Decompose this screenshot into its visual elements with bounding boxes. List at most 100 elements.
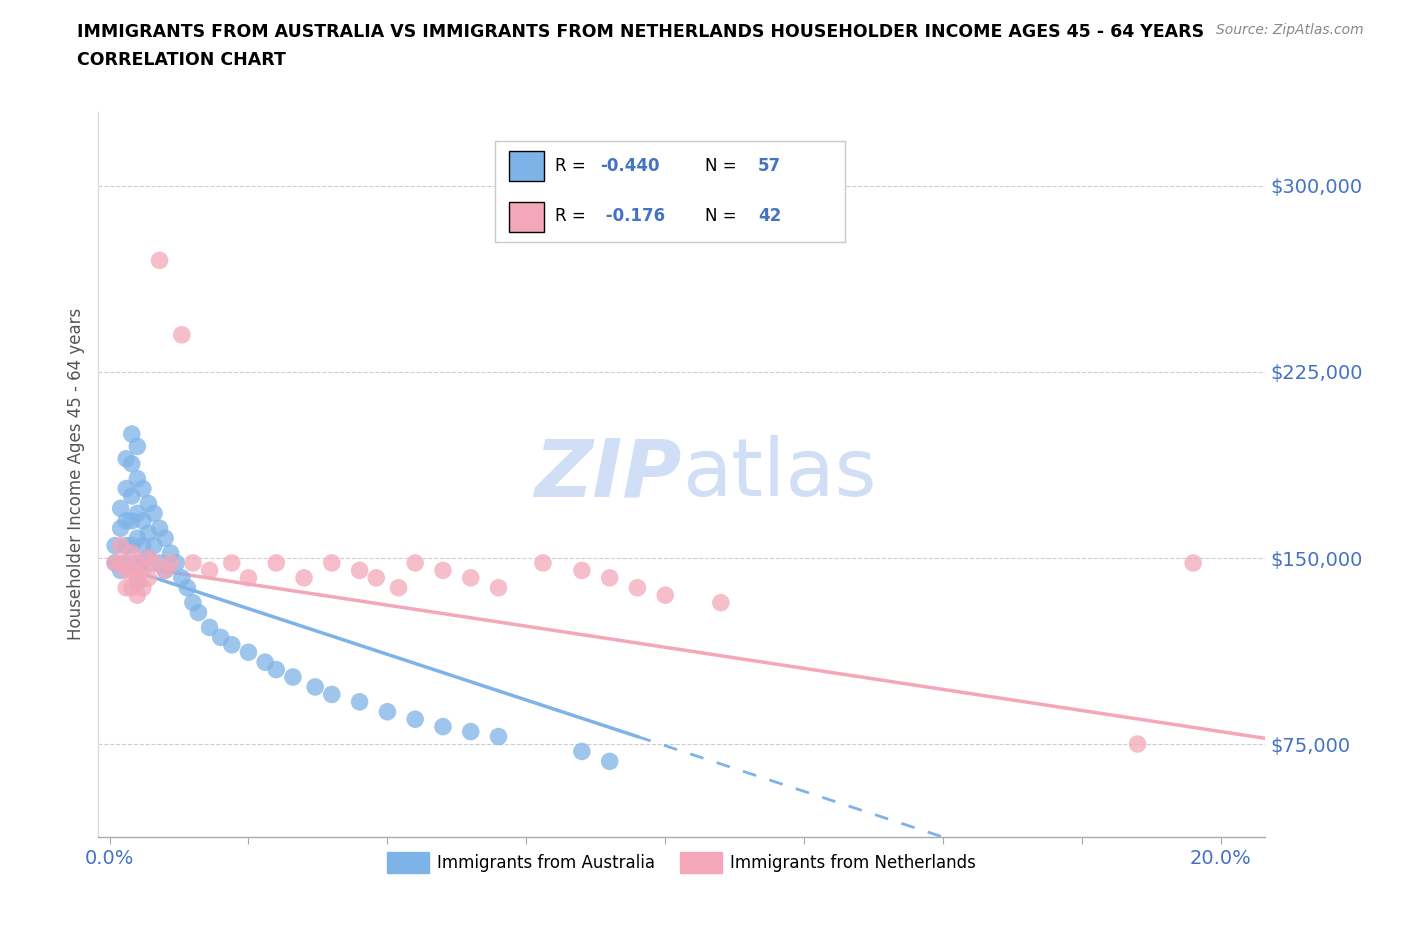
Point [238,570,260,585]
Point [127,506,149,521]
Point [165,555,187,570]
Point [404,711,426,726]
Point [198,620,221,635]
Point [432,719,454,734]
Point [377,704,399,719]
Point [127,439,149,454]
Point [170,570,193,585]
Point [153,531,176,546]
Point [110,538,132,553]
Point [349,563,371,578]
Point [148,521,170,536]
Point [127,570,149,585]
Point [488,729,510,744]
Point [110,555,132,570]
Point [304,680,326,695]
Point [181,595,204,610]
Text: CORRELATION CHART: CORRELATION CHART [77,51,287,69]
Point [115,555,138,570]
Point [571,744,593,759]
Point [404,555,426,570]
Point [366,570,388,585]
Point [104,555,127,570]
Point [121,580,143,595]
Point [387,580,409,595]
Point [132,538,155,553]
Point [159,555,181,570]
Point [138,525,160,540]
Point [292,570,315,585]
Point [110,501,132,516]
Y-axis label: Householder Income Ages 45 - 64 years: Householder Income Ages 45 - 64 years [66,308,84,641]
Text: Source: ZipAtlas.com: Source: ZipAtlas.com [1216,23,1364,37]
Point [198,563,221,578]
Point [121,457,143,472]
Text: IMMIGRANTS FROM AUSTRALIA VS IMMIGRANTS FROM NETHERLANDS HOUSEHOLDER INCOME AGES: IMMIGRANTS FROM AUSTRALIA VS IMMIGRANTS … [77,23,1205,41]
Point [127,531,149,546]
Point [104,555,127,570]
Point [115,481,138,496]
Point [121,427,143,442]
Point [221,637,243,652]
Point [127,576,149,591]
Point [110,563,132,578]
Point [132,513,155,528]
Point [132,563,155,578]
Point [460,570,482,585]
Text: ZIP: ZIP [534,435,682,513]
Point [138,551,160,565]
Point [115,563,138,578]
Point [349,695,371,710]
Point [143,506,166,521]
Point [138,496,160,511]
Point [121,563,143,578]
Point [132,481,155,496]
Point [626,580,648,595]
Point [1126,737,1149,751]
Point [571,563,593,578]
Point [115,580,138,595]
Point [209,630,232,644]
Point [115,538,138,553]
Legend: Immigrants from Australia, Immigrants from Netherlands: Immigrants from Australia, Immigrants fr… [381,845,983,880]
Point [132,580,155,595]
Point [115,451,138,466]
Point [121,538,143,553]
Point [321,555,343,570]
Point [121,488,143,503]
Point [127,555,149,570]
Point [281,670,304,684]
Point [238,644,260,659]
Point [127,555,149,570]
Point [153,563,176,578]
Point [148,253,170,268]
Point [148,555,170,570]
Point [138,551,160,565]
Point [264,555,287,570]
Point [121,546,143,561]
Point [115,513,138,528]
Point [143,555,166,570]
Point [488,580,510,595]
Point [187,605,209,620]
Point [176,580,198,595]
Point [460,724,482,739]
Text: atlas: atlas [682,435,876,513]
Point [127,472,149,486]
Point [159,546,181,561]
Point [153,563,176,578]
Point [138,570,160,585]
Point [104,538,127,553]
Point [264,662,287,677]
Point [710,595,733,610]
Point [170,327,193,342]
Point [531,555,554,570]
Point [654,588,676,603]
Point [599,570,621,585]
Point [432,563,454,578]
Point [221,555,243,570]
Point [599,754,621,769]
Point [1182,555,1205,570]
Point [110,521,132,536]
Point [254,655,277,670]
